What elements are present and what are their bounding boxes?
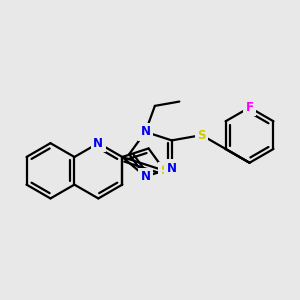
Text: N: N xyxy=(140,170,150,183)
Text: S: S xyxy=(197,129,206,142)
Text: F: F xyxy=(245,101,253,114)
Text: N: N xyxy=(140,125,150,138)
Text: N: N xyxy=(93,137,103,150)
Text: S: S xyxy=(160,164,169,177)
Text: N: N xyxy=(167,161,177,175)
